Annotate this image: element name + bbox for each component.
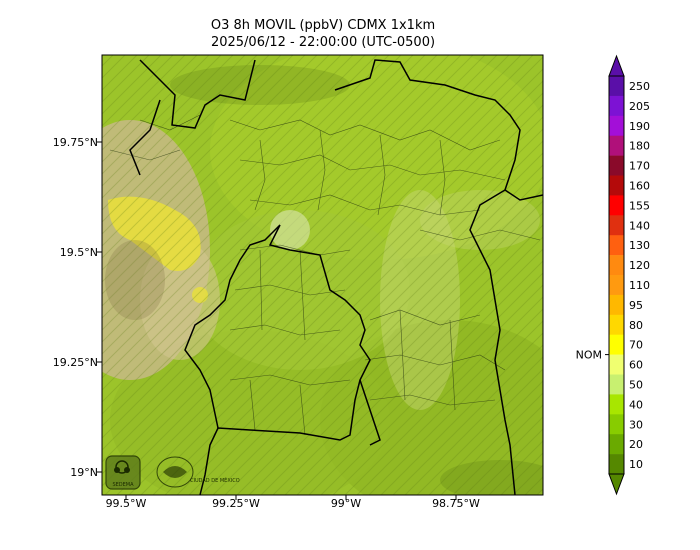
colorbar-segment <box>609 374 624 395</box>
lon-tick-label: 99°W <box>331 497 361 510</box>
colorbar-segment <box>609 76 624 97</box>
cdmx-logo: CIUDAD DE MÉXICO <box>156 456 240 488</box>
colorbar-segment <box>609 95 624 117</box>
sedema-logo-text: SEDEMA <box>112 482 134 488</box>
colorbar-segment <box>609 155 624 176</box>
colorbar-segment <box>609 314 624 335</box>
colorbar-segment <box>609 115 624 136</box>
colorbar-tick-label: 130 <box>629 239 650 252</box>
colorbar-tick-label: 10 <box>629 458 643 471</box>
lon-tick-label: 98.75°W <box>432 497 480 510</box>
lat-tick-label: 19.25°N <box>53 356 98 369</box>
colorbar-tick-label: 120 <box>629 259 650 272</box>
colorbar-segment <box>609 394 624 415</box>
lon-tick-label: 99.5°W <box>106 497 147 510</box>
colorbar-tick-label: 30 <box>629 418 643 431</box>
lat-tick-label: 19.75°N <box>53 136 98 149</box>
colorbar-tick-label: 80 <box>629 319 643 332</box>
colorbar-tick-label: 110 <box>629 279 650 292</box>
colorbar-tick-label: 140 <box>629 219 650 232</box>
colorbar-segment <box>609 175 624 196</box>
state-boundaries <box>129 59 543 495</box>
colorbar-segment <box>609 454 624 475</box>
latitude-axis: 19.75°N 19.5°N 19.25°N 19°N <box>53 136 102 479</box>
colorbar-extend-bottom <box>608 473 625 496</box>
cdmx-logo-text: CIUDAD DE MÉXICO <box>190 476 240 484</box>
colorbar-outline <box>608 75 625 475</box>
colorbar-tick-label: 20 <box>629 438 643 451</box>
lon-tick-label: 99.25°W <box>212 497 260 510</box>
colorbar-tick-label: 40 <box>629 398 643 411</box>
colorbar-tick-label: 50 <box>629 378 643 391</box>
colorbar-extend-top <box>608 54 625 77</box>
colorbar-tick-label: 155 <box>629 199 650 212</box>
map-subtitle-datetime: 2025/06/12 - 22:00:00 (UTC-0500) <box>210 35 436 50</box>
colorbar-tick-label: 70 <box>629 339 643 352</box>
nom-label: NOM <box>576 349 602 362</box>
map-frame <box>101 54 544 496</box>
sedema-logo: SEDEMA <box>105 455 141 490</box>
colorbar-segment <box>609 334 624 355</box>
colorbar-segment <box>609 135 624 156</box>
colorbar-segment <box>609 215 624 236</box>
lat-tick-label: 19°N <box>70 466 98 479</box>
colorbar-tick-label: 250 <box>629 80 650 93</box>
colorbar-tick-label: 180 <box>629 140 650 153</box>
colorbar-tick-label: 95 <box>629 299 643 312</box>
colorbar-tick-label: 170 <box>629 160 650 173</box>
colorbar-segment <box>609 255 624 276</box>
colorbar-tick-label: 205 <box>629 100 650 113</box>
map-title: O3 8h MOVIL (ppbV) CDMX 1x1km <box>210 18 436 33</box>
colorbar-segment <box>609 235 624 256</box>
colorbar-segment <box>609 195 624 216</box>
colorbar-segment <box>609 354 624 375</box>
lat-tick-label: 19.5°N <box>60 246 98 259</box>
colorbar-tick-label: 190 <box>629 120 650 133</box>
colorbar-segment <box>609 275 624 296</box>
colorbar-segment <box>609 434 624 455</box>
colorbar: 250 205 190 180 170 160 155 140 130 120 110 95 80 70 6… <box>576 54 650 496</box>
colorbar-tick-label: 60 <box>629 359 643 372</box>
colorbar-segment <box>609 294 624 316</box>
colorbar-segment <box>609 414 624 435</box>
map-plot-area[interactable] <box>50 40 580 520</box>
longitude-axis: 99.5°W 99.25°W 99°W 98.75°W <box>106 495 480 510</box>
municipal-boundaries <box>109 114 541 436</box>
colorbar-tick-label: 160 <box>629 179 650 192</box>
